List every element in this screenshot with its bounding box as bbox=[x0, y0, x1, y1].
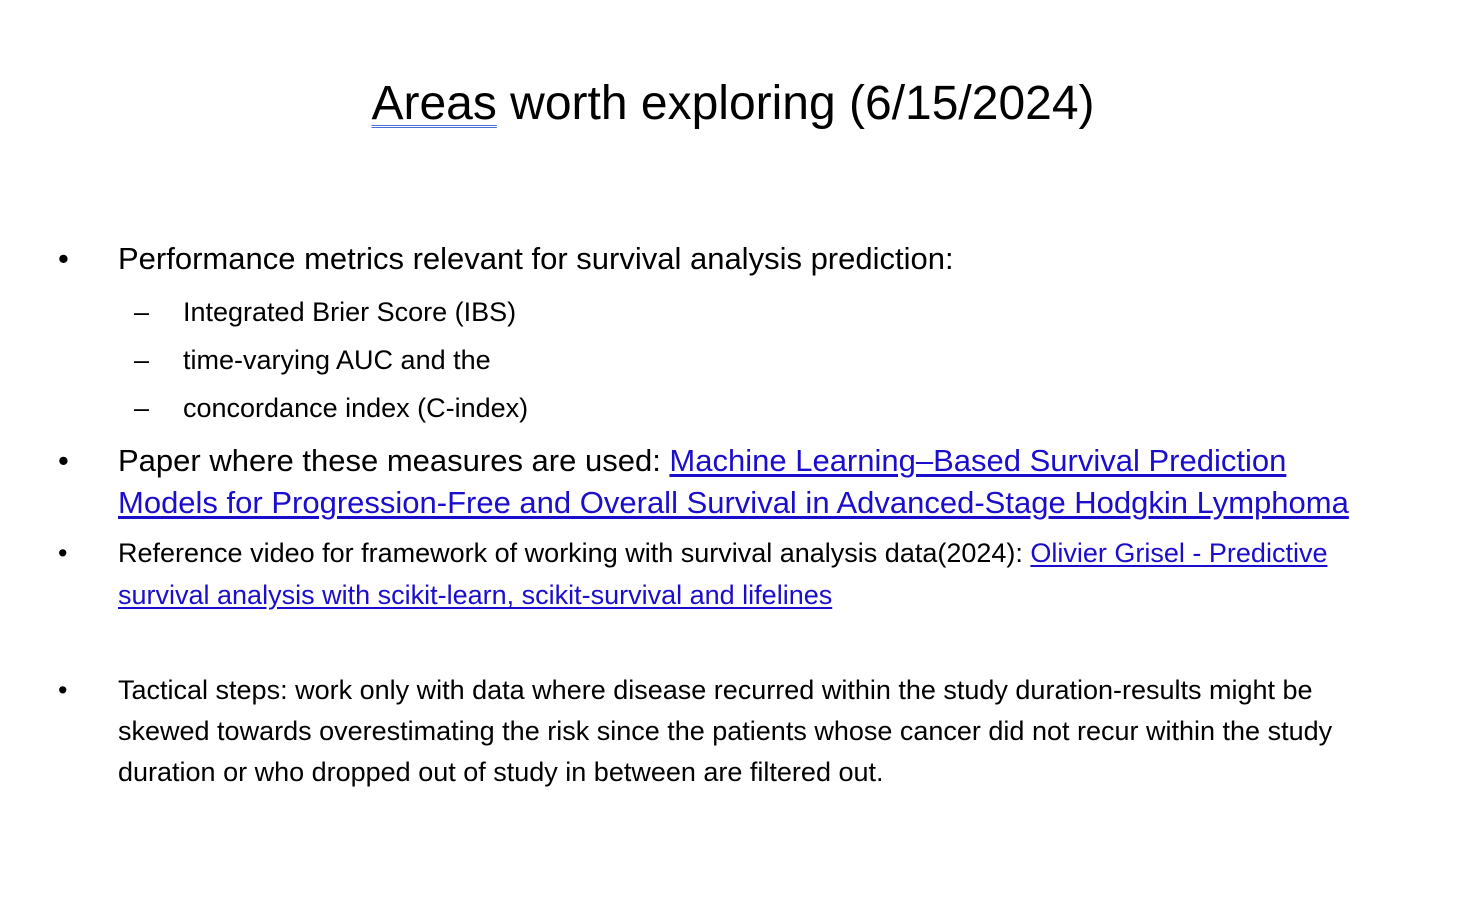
bullet-marker: • bbox=[58, 675, 68, 705]
subitem-text: concordance index (C-index) bbox=[183, 393, 529, 423]
bullet-marker: • bbox=[58, 538, 68, 568]
paper-label: Paper where these measures are used: bbox=[118, 443, 670, 478]
subitem-text: Integrated Brier Score (IBS) bbox=[183, 297, 517, 327]
subitem-text: time-varying AUC and the bbox=[183, 345, 491, 375]
bullet-marker: • bbox=[58, 241, 69, 276]
slide-title: Areas worth exploring (6/15/2024) bbox=[0, 72, 1466, 136]
bullet-text: Performance metrics relevant for surviva… bbox=[118, 241, 954, 276]
sub-marker: – bbox=[134, 297, 150, 327]
bullet-text: Paper where these measures are used: Mac… bbox=[118, 440, 1358, 524]
paper-link[interactable]: Machine Learning–Based Survival Predicti… bbox=[118, 443, 1349, 520]
title-first-word: Areas bbox=[371, 77, 497, 130]
bullet-text: Tactical steps: work only with data wher… bbox=[118, 675, 1333, 787]
video-label: Reference video for framework of working… bbox=[118, 538, 1031, 568]
bullet-text: Reference video for framework of working… bbox=[118, 532, 1378, 616]
bullet-marker: • bbox=[58, 443, 69, 478]
sub-marker: – bbox=[134, 393, 150, 423]
sub-marker: – bbox=[134, 345, 150, 375]
title-rest: worth exploring (6/15/2024) bbox=[496, 77, 1095, 130]
video-link[interactable]: Olivier Grisel - Predictive survival ana… bbox=[118, 538, 1328, 610]
